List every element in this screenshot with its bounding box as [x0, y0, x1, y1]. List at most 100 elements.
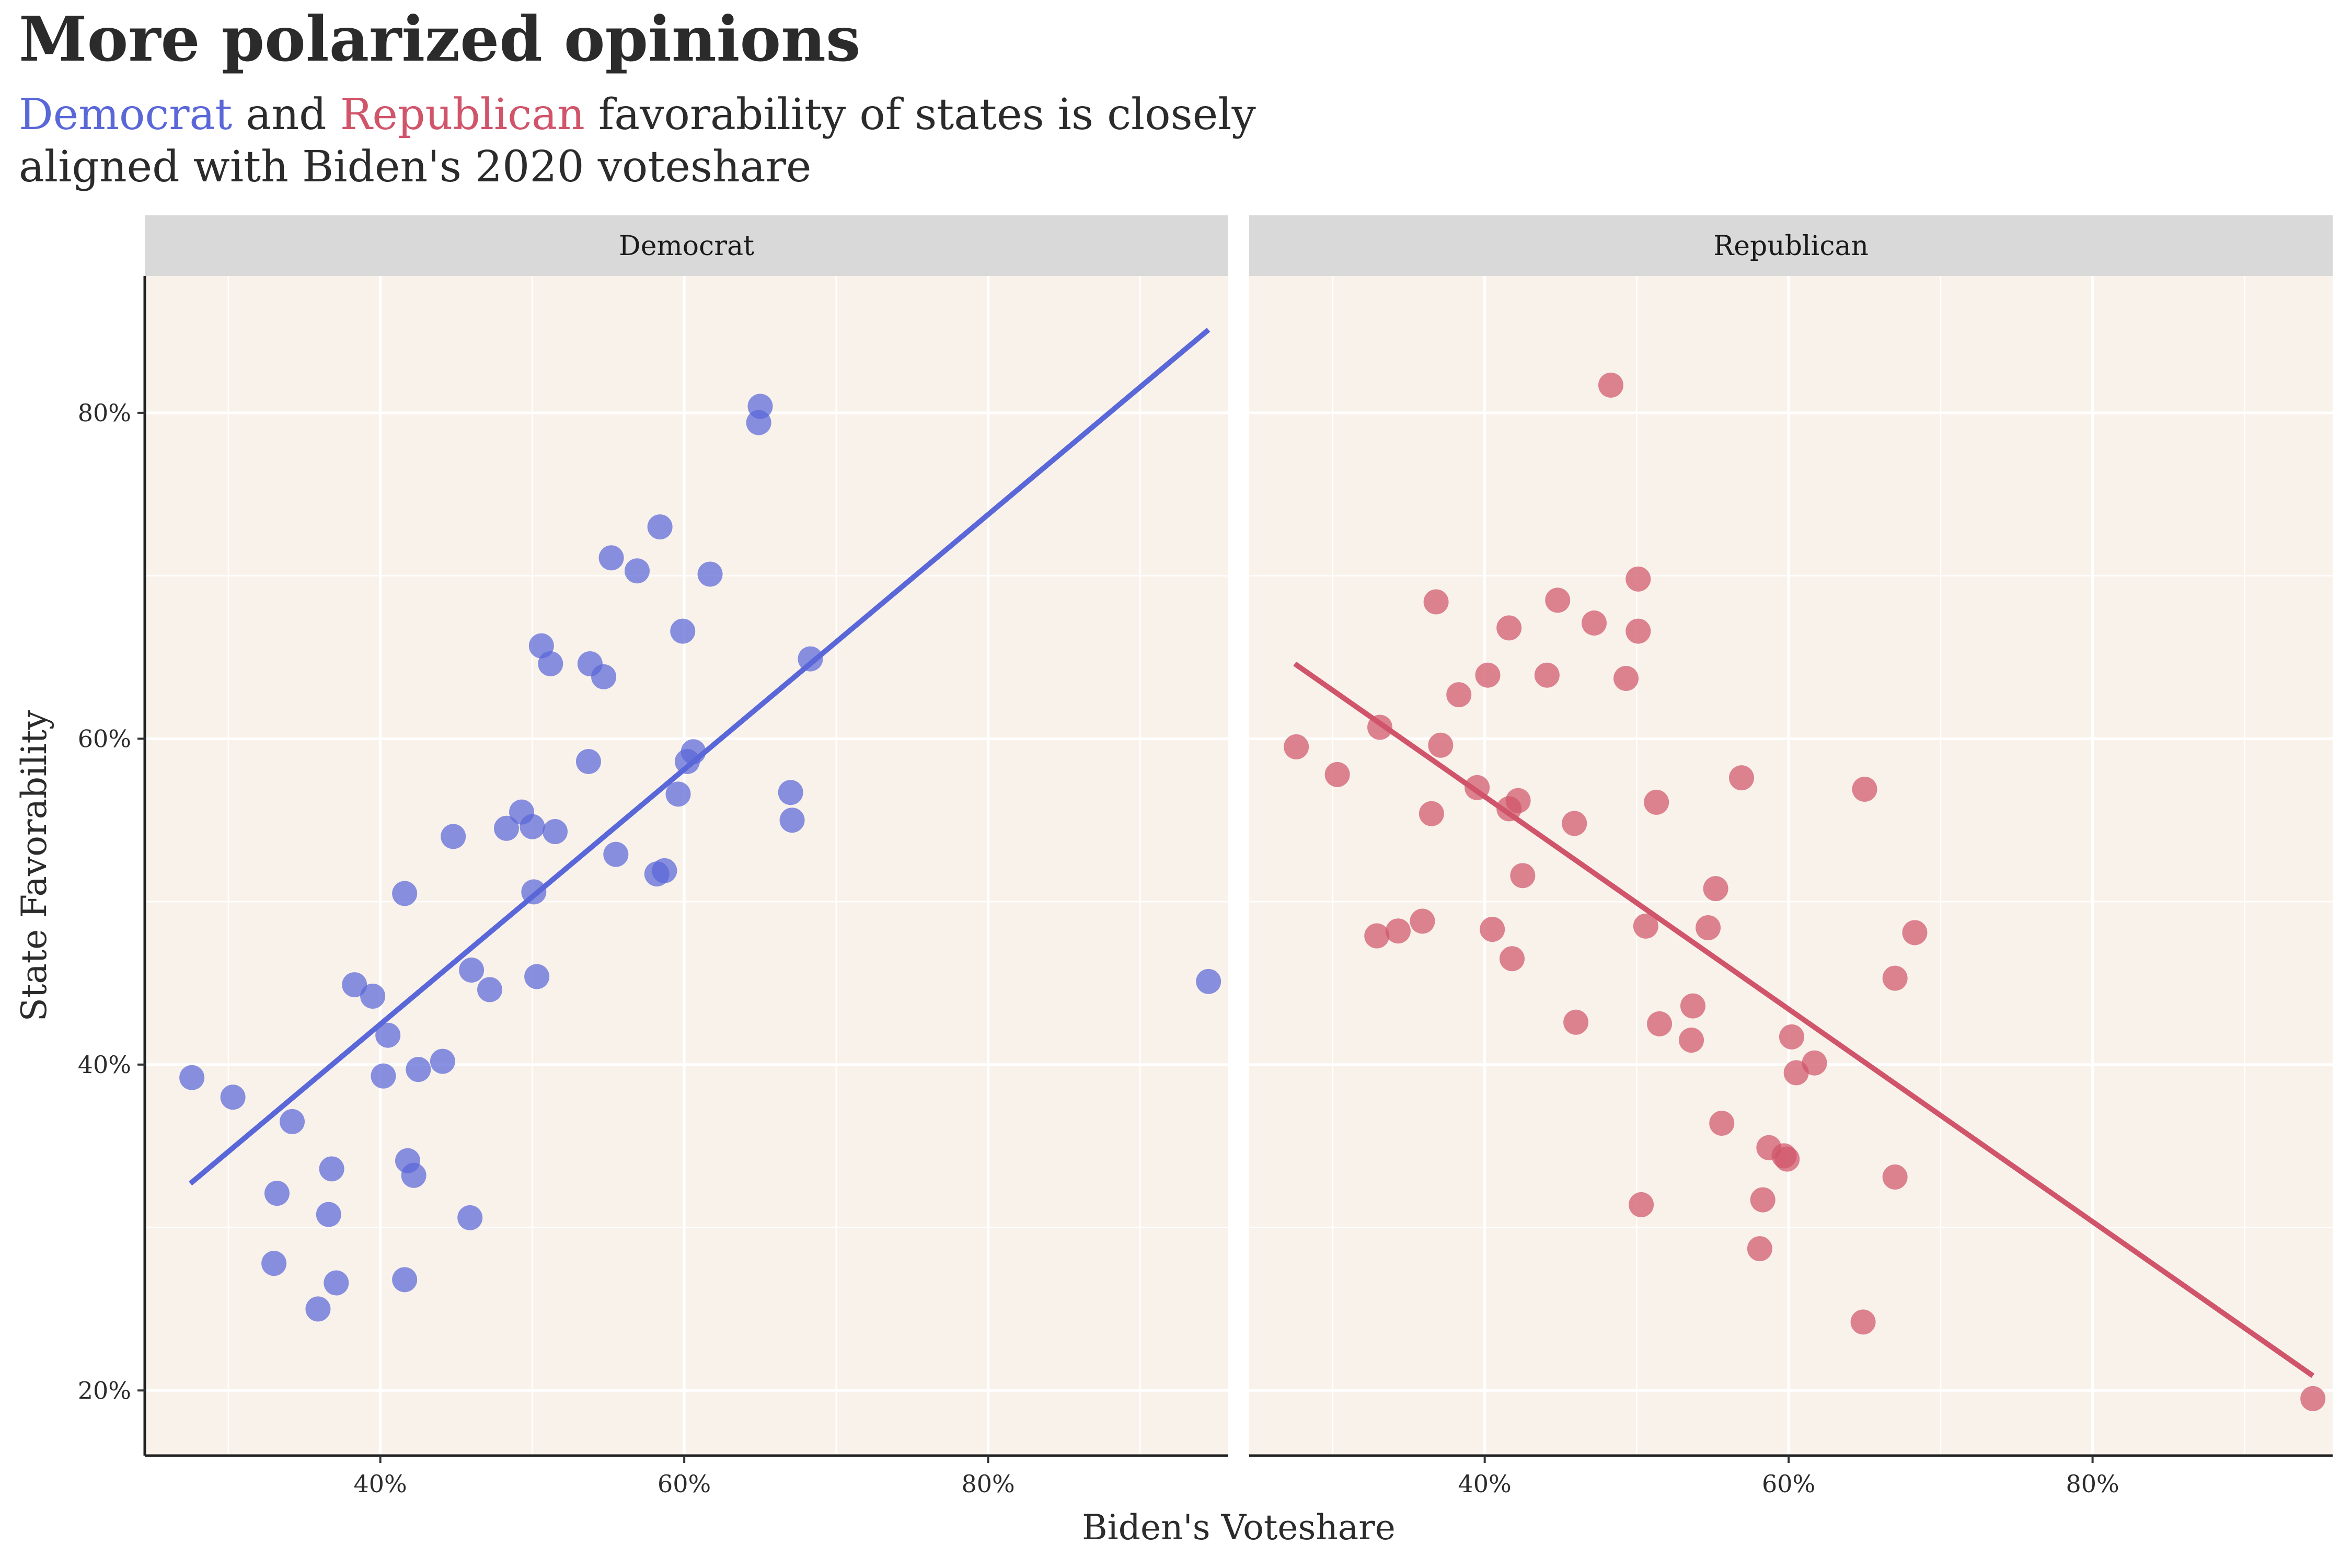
data-point-republican: [1562, 811, 1587, 836]
facet-label-democrat: Democrat: [619, 230, 754, 262]
data-point-republican: [1882, 1164, 1908, 1190]
data-point-democrat: [392, 881, 418, 906]
data-point-democrat: [261, 1251, 287, 1276]
data-point-democrat: [747, 394, 773, 419]
data-point-democrat: [625, 558, 650, 584]
data-point-democrat: [647, 514, 673, 540]
data-point-democrat: [778, 780, 803, 805]
data-point-democrat: [406, 1057, 431, 1082]
data-point-republican: [1496, 615, 1522, 641]
data-point-democrat: [392, 1267, 418, 1293]
data-point-democrat: [375, 1022, 401, 1048]
subtitle-republican-word: Republican: [340, 90, 585, 140]
data-point-democrat: [520, 814, 545, 839]
x-axis-title: Biden's Voteshare: [1082, 1507, 1396, 1548]
data-point-democrat: [179, 1065, 205, 1090]
data-point-democrat: [477, 977, 502, 1002]
data-point-republican: [1563, 1009, 1589, 1035]
data-point-republican: [1364, 923, 1390, 949]
data-point-republican: [1284, 734, 1309, 759]
data-point-democrat: [652, 858, 677, 883]
data-point-democrat: [1196, 969, 1221, 994]
data-point-republican: [1625, 618, 1651, 644]
x-tick-label: 60%: [1762, 1470, 1815, 1498]
data-point-democrat: [305, 1296, 331, 1322]
panel-background-republican: [1249, 276, 2333, 1456]
data-point-republican: [1499, 946, 1525, 972]
y-tick-label: 40%: [78, 1051, 131, 1079]
x-tick-label: 60%: [658, 1470, 711, 1498]
data-point-democrat: [697, 561, 723, 587]
data-point-democrat: [538, 651, 563, 676]
data-point-republican: [2300, 1386, 2326, 1411]
data-point-republican: [1633, 913, 1658, 939]
x-tick-label: 80%: [2066, 1470, 2119, 1498]
data-point-republican: [1629, 1192, 1654, 1217]
data-point-democrat: [798, 646, 823, 672]
data-point-republican: [1324, 762, 1350, 787]
data-point-democrat: [220, 1085, 246, 1110]
data-point-republican: [1709, 1111, 1735, 1136]
data-point-republican: [1696, 915, 1721, 940]
data-point-republican: [1750, 1187, 1775, 1213]
data-point-democrat: [319, 1156, 344, 1182]
data-point-democrat: [493, 815, 519, 841]
data-point-republican: [1428, 732, 1454, 758]
data-point-democrat: [603, 841, 629, 867]
facet-strip-republican: [1249, 215, 2333, 276]
data-point-democrat: [575, 748, 601, 774]
data-point-republican: [1534, 662, 1560, 688]
data-point-republican: [1446, 682, 1472, 708]
data-point-democrat: [324, 1270, 349, 1296]
data-point-democrat: [665, 781, 691, 807]
data-point-republican: [1774, 1146, 1800, 1172]
data-point-democrat: [401, 1162, 426, 1188]
data-point-democrat: [280, 1109, 305, 1134]
data-point-republican: [1475, 662, 1501, 688]
data-point-democrat: [371, 1063, 396, 1089]
data-point-democrat: [524, 964, 550, 989]
data-point-democrat: [591, 664, 617, 689]
data-point-republican: [1647, 1011, 1673, 1036]
data-point-republican: [1480, 917, 1505, 942]
panel-background-democrat: [145, 276, 1228, 1456]
data-point-democrat: [459, 958, 485, 983]
trend-line-republican: [1293, 661, 2315, 1378]
data-point-republican: [1852, 776, 1877, 802]
y-tick-label: 20%: [78, 1376, 131, 1404]
data-point-republican: [1625, 566, 1651, 592]
data-point-republican: [1680, 993, 1705, 1019]
subtitle-rest-text: favorability of states is closely aligne…: [19, 90, 1256, 192]
data-point-republican: [1410, 908, 1435, 934]
subtitle-connector-text: and: [232, 90, 340, 140]
data-point-republican: [1385, 918, 1411, 944]
subtitle-democrat-word: Democrat: [19, 90, 233, 140]
data-point-republican: [1613, 665, 1639, 691]
data-point-democrat: [457, 1205, 483, 1230]
data-point-republican: [1545, 587, 1571, 613]
data-point-republican: [1598, 372, 1623, 398]
data-point-republican: [1802, 1050, 1827, 1076]
data-point-republican: [1729, 765, 1755, 791]
data-point-republican: [1505, 788, 1531, 813]
data-point-democrat: [264, 1181, 290, 1206]
data-point-democrat: [670, 618, 696, 644]
trend-line-democrat: [189, 328, 1210, 1186]
data-point-republican: [1644, 789, 1669, 815]
x-tick-label: 80%: [962, 1470, 1015, 1498]
data-point-republican: [1679, 1028, 1704, 1053]
data-point-republican: [1581, 610, 1607, 636]
data-point-republican: [1882, 965, 1908, 991]
y-axis-title: State Favorability: [14, 710, 54, 1021]
chart-title: More polarized opinions: [19, 3, 861, 75]
data-point-democrat: [360, 983, 386, 1009]
y-tick-label: 80%: [78, 399, 131, 427]
chart-subtitle: Democrat and Republican favorability of …: [19, 89, 1378, 193]
data-point-republican: [1902, 920, 1928, 946]
x-tick-label: 40%: [1458, 1470, 1512, 1498]
data-point-democrat: [441, 824, 466, 849]
y-tick-label: 60%: [78, 724, 131, 753]
data-point-democrat: [779, 808, 805, 833]
facet-strip-democrat: [145, 215, 1228, 276]
